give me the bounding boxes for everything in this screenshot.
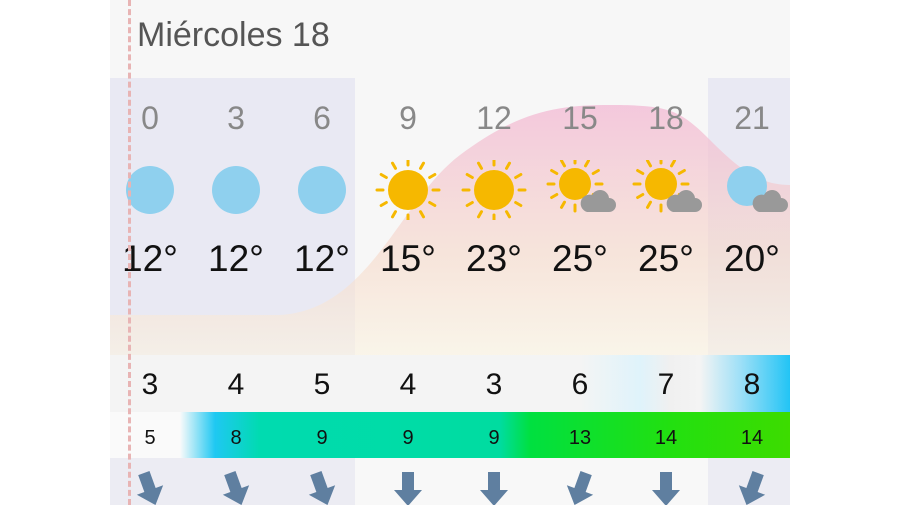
clear-night-icon [110, 160, 193, 220]
wind-gust: 14 [654, 427, 678, 449]
wind-speed: 4 [399, 368, 417, 401]
sun-icon [451, 157, 537, 223]
wind-arrow-icon [110, 470, 193, 505]
wind-gust: 9 [402, 427, 414, 449]
day-title: Miércoles 18 [137, 16, 330, 54]
sun-partly-cloudy-icon [623, 155, 709, 220]
clear-night-icon [193, 160, 279, 220]
current-time-line [128, 0, 131, 505]
temperature: 20° [724, 238, 780, 279]
wind-speed: 7 [657, 368, 675, 401]
hour-label: 0 [141, 100, 159, 136]
wind-arrow-icon [537, 470, 623, 505]
wind-arrow-icon [365, 470, 451, 505]
hour-label: 15 [562, 100, 598, 136]
hour-label: 12 [476, 100, 512, 136]
wind-arrow-icon [193, 470, 279, 505]
sun-partly-cloudy-icon [537, 155, 623, 220]
wind-arrow-icon [623, 470, 709, 505]
wind-speed: 5 [313, 368, 331, 401]
wind-speed: 3 [141, 368, 159, 401]
wind-speed: 4 [227, 368, 245, 401]
temperature: 12° [122, 238, 178, 279]
hour-label: 3 [227, 100, 245, 136]
wind-gust: 5 [144, 427, 156, 449]
temperature: 12° [294, 238, 350, 279]
temperature-curve [110, 105, 790, 355]
temperature: 25° [552, 238, 608, 279]
wind-gust: 9 [316, 427, 328, 449]
temperature: 15° [380, 238, 436, 279]
wind-arrow-icon [451, 470, 537, 505]
temperature: 12° [208, 238, 264, 279]
gust-row [110, 412, 790, 458]
hour-label: 9 [399, 100, 417, 136]
wind-speed: 6 [571, 368, 589, 401]
temperature: 25° [638, 238, 694, 279]
night-partly-cloudy-icon [709, 160, 790, 220]
wind-row [110, 355, 790, 412]
wind-gust: 8 [230, 427, 242, 449]
hour-label: 18 [648, 100, 684, 136]
wind-speed: 8 [743, 368, 761, 401]
clear-night-icon [279, 160, 365, 220]
wind-gust: 13 [568, 427, 592, 449]
hour-label: 6 [313, 100, 331, 136]
wind-speed: 3 [485, 368, 503, 401]
wind-arrow-icon [279, 470, 365, 505]
sun-icon [365, 157, 451, 223]
wind-gust: 9 [488, 427, 500, 449]
forecast-panel: Miércoles 18 0 12° 3 12° 6 12° 9 15° 12 23° 15 25° 1… [110, 0, 790, 505]
wind-arrow-icon [709, 470, 790, 505]
wind-gust: 14 [740, 427, 764, 449]
temperature: 23° [466, 238, 522, 279]
hour-label: 21 [734, 100, 770, 136]
